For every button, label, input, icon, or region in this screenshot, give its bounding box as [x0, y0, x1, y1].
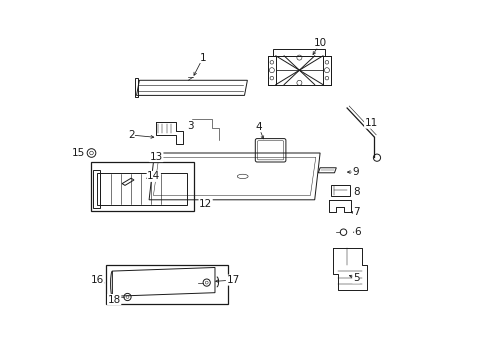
Text: 16: 16 — [91, 275, 104, 285]
Bar — [91, 162, 194, 211]
Bar — [267, 56, 330, 85]
Bar — [322, 56, 330, 85]
Bar — [106, 265, 228, 304]
Text: 5: 5 — [352, 273, 359, 283]
Text: 18: 18 — [107, 294, 121, 305]
Text: 13: 13 — [149, 152, 163, 162]
Text: 12: 12 — [199, 199, 212, 210]
Text: 7: 7 — [353, 207, 359, 217]
Text: 3: 3 — [187, 121, 193, 131]
Text: 9: 9 — [351, 167, 358, 177]
Text: 10: 10 — [313, 38, 326, 48]
Text: 17: 17 — [226, 275, 239, 285]
Bar — [330, 185, 349, 196]
Text: 15: 15 — [71, 148, 84, 158]
Text: 11: 11 — [364, 118, 377, 128]
Bar — [273, 49, 325, 56]
Text: 6: 6 — [354, 227, 361, 237]
Text: 2: 2 — [127, 130, 134, 140]
Text: 4: 4 — [255, 122, 262, 132]
Text: 14: 14 — [147, 171, 160, 181]
Text: 1: 1 — [200, 53, 206, 63]
Bar — [267, 56, 275, 85]
Text: 8: 8 — [353, 186, 359, 197]
